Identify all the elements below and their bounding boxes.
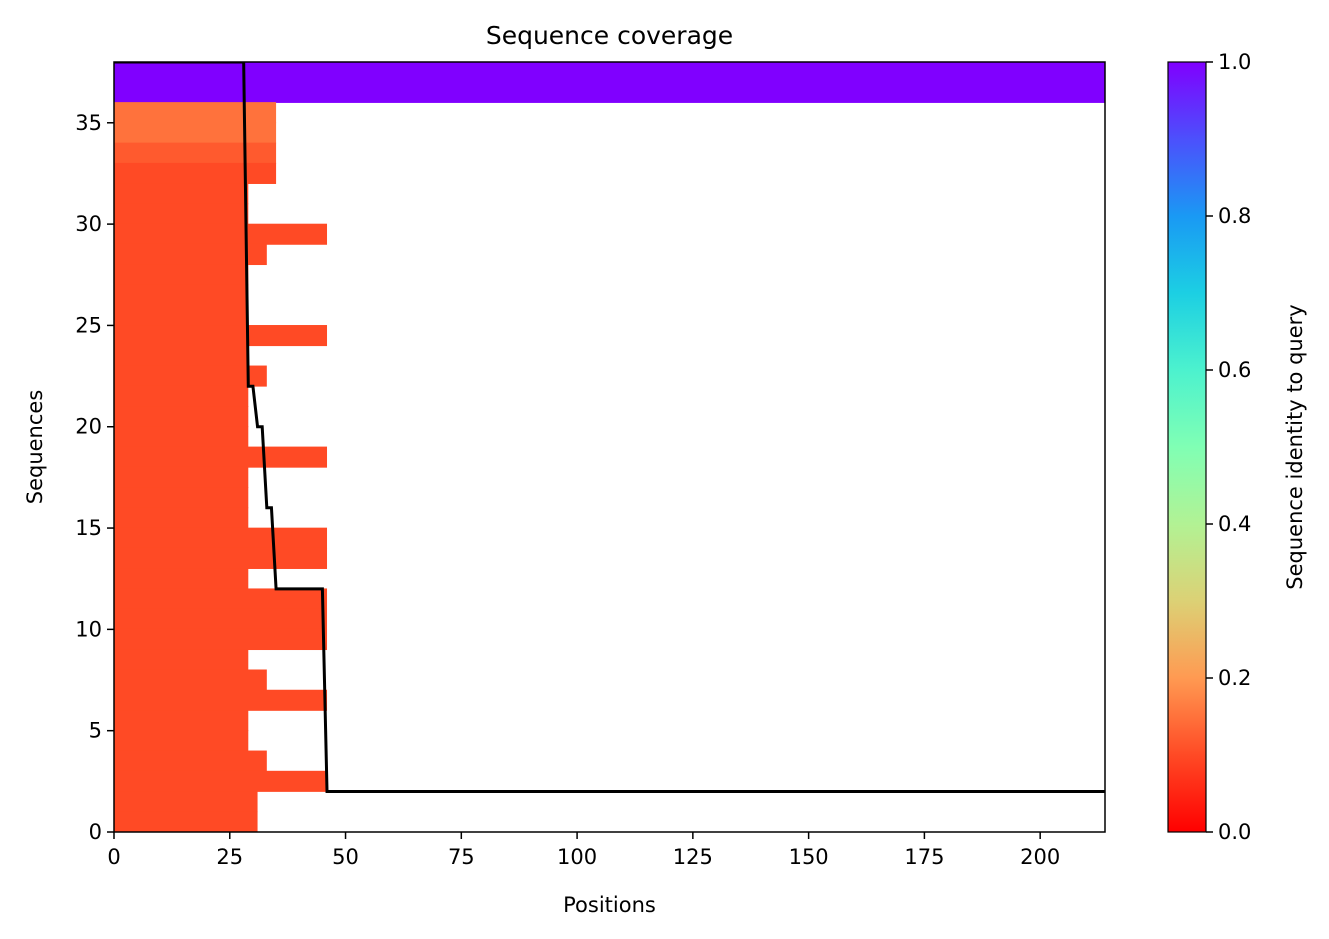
chart-title: Sequence coverage: [486, 21, 733, 50]
coverage-row: [114, 284, 249, 306]
coverage-row: [114, 750, 267, 772]
coverage-row: [114, 628, 328, 651]
coverage-row: [114, 325, 328, 347]
colorbar: [1167, 61, 1207, 833]
coverage-row: [114, 406, 249, 428]
coverage-row: [114, 426, 249, 448]
coverage-row: [114, 770, 328, 792]
coverage-row: [114, 791, 258, 813]
coverage-row: [114, 588, 328, 610]
coverage-row: [114, 81, 1105, 103]
coverage-row: [114, 203, 249, 225]
colorbar-label: Sequence identity to query: [1283, 304, 1307, 589]
x-tick-label: 25: [216, 845, 243, 869]
coverage-row: [114, 730, 249, 752]
coverage-row: [114, 710, 249, 732]
coverage-row: [114, 487, 249, 509]
coverage-line: [114, 62, 1105, 793]
coverage-row: [114, 385, 249, 407]
coverage-row: [114, 811, 258, 832]
y-tick-label: 0: [89, 820, 102, 844]
x-tick-label: 150: [789, 845, 829, 869]
x-tick-label: 125: [673, 845, 713, 869]
y-axis-ticks: 0 5 10 15 20 25 30 35: [75, 111, 114, 844]
coverage-row: [114, 507, 249, 529]
coverage-cells: [114, 62, 1105, 832]
x-tick-label: 75: [448, 845, 475, 869]
y-tick-label: 10: [75, 617, 102, 641]
coverage-row: [114, 365, 267, 387]
x-tick-label: 200: [1020, 845, 1060, 869]
coverage-row: [114, 568, 249, 590]
x-axis-ticks: 0 25 50 75 100 125 150 175 200: [107, 832, 1060, 869]
x-tick-label: 175: [904, 845, 944, 869]
coverage-row: [114, 62, 1105, 83]
coverage-row: [114, 122, 277, 144]
coverage-row: [114, 183, 249, 205]
coverage-row: [114, 243, 267, 266]
y-tick-label: 35: [75, 111, 102, 135]
y-tick-label: 5: [89, 719, 102, 743]
colorbar-tick-label: 0.6: [1218, 358, 1251, 382]
coverage-row: [114, 689, 328, 711]
coverage-row: [114, 345, 249, 367]
colorbar-tick-label: 1.0: [1218, 50, 1251, 74]
coverage-row: [114, 669, 267, 691]
coverage-row: [114, 264, 249, 286]
coverage-row: [114, 527, 328, 549]
colorbar-ticks: 0.0 0.2 0.4 0.6 0.8 1.0: [1206, 50, 1251, 844]
colorbar-tick-label: 0.8: [1218, 204, 1251, 228]
coverage-row: [114, 649, 249, 671]
y-tick-label: 30: [75, 212, 102, 236]
coverage-row: [114, 162, 277, 184]
coverage-row: [114, 608, 328, 630]
coverage-row: [114, 102, 277, 124]
plot-frame: [113, 61, 1106, 833]
x-tick-label: 50: [332, 845, 359, 869]
y-axis-label: Sequences: [23, 390, 47, 505]
x-tick-label: 100: [557, 845, 597, 869]
y-tick-label: 20: [75, 415, 102, 439]
coverage-row: [114, 142, 277, 164]
y-tick-label: 25: [75, 313, 102, 337]
coverage-row: [114, 547, 328, 569]
colorbar-tick-label: 0.2: [1218, 666, 1251, 690]
y-tick-label: 15: [75, 516, 102, 540]
colorbar-tick-label: 0.0: [1218, 820, 1251, 844]
coverage-row: [114, 466, 249, 488]
coverage-row: [114, 446, 328, 468]
coverage-line-layer: [114, 62, 1105, 793]
x-tick-label: 0: [107, 845, 120, 869]
coverage-row: [114, 223, 328, 245]
x-axis-label: Positions: [563, 893, 656, 917]
coverage-row: [114, 304, 249, 326]
colorbar-tick-label: 0.4: [1218, 512, 1251, 536]
